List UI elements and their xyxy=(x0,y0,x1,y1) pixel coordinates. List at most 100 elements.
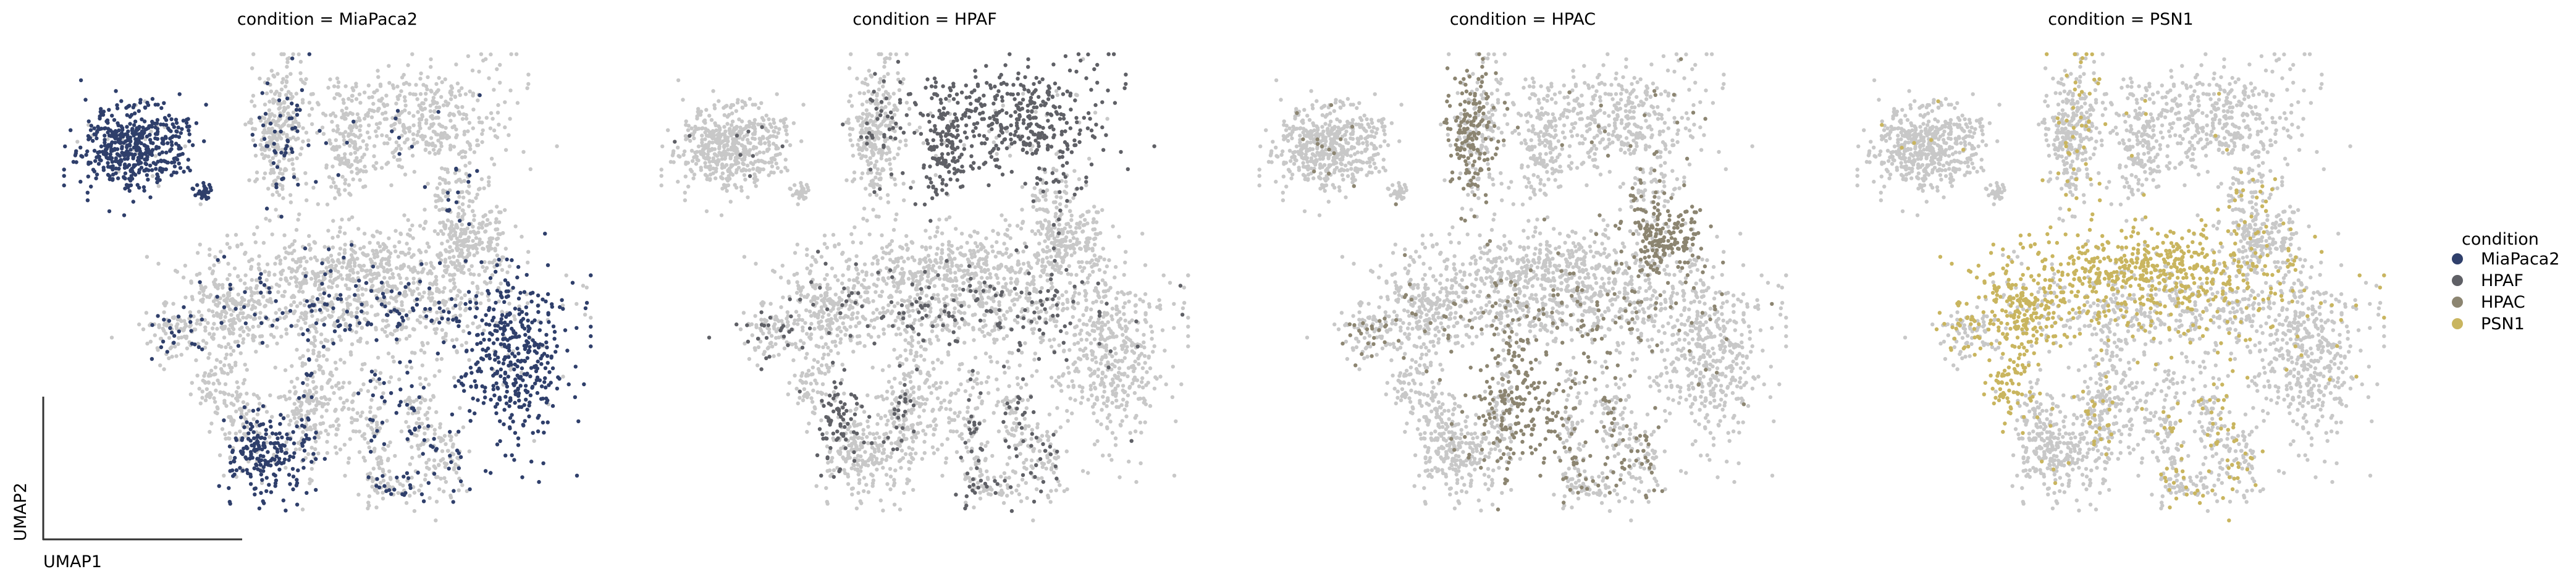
cell-point xyxy=(470,209,475,213)
cell-point xyxy=(250,443,254,448)
cell-point xyxy=(771,156,775,161)
cell-point xyxy=(228,307,232,311)
cell-point xyxy=(484,266,489,270)
cell-point xyxy=(457,205,461,210)
cell-point xyxy=(904,138,908,143)
cell-point xyxy=(98,114,102,119)
cell-point xyxy=(374,420,379,425)
cell-point xyxy=(107,108,111,112)
cell-point xyxy=(493,323,497,328)
cell-point xyxy=(406,424,411,429)
cell-point xyxy=(461,264,466,269)
cell-point xyxy=(390,129,394,133)
cell-point xyxy=(713,176,718,180)
cell-point xyxy=(266,77,271,82)
cell-point xyxy=(492,162,497,167)
cell-point xyxy=(505,257,509,262)
cell-point xyxy=(117,154,122,158)
cell-point xyxy=(358,145,363,150)
cell-point xyxy=(264,432,268,436)
cell-point xyxy=(356,271,360,275)
cell-point xyxy=(295,406,299,411)
cell-point xyxy=(103,126,107,130)
cell-point xyxy=(352,145,356,150)
cell-point xyxy=(222,308,227,313)
cell-point xyxy=(430,291,434,296)
cell-point xyxy=(734,185,739,190)
cell-point xyxy=(429,444,433,448)
cell-point xyxy=(300,418,304,422)
cell-point xyxy=(274,185,279,190)
cell-point xyxy=(158,363,162,368)
cell-point xyxy=(374,276,379,280)
cell-point xyxy=(292,116,297,120)
cell-point xyxy=(560,303,565,308)
cell-point xyxy=(110,114,114,118)
cell-point xyxy=(340,265,345,269)
cell-point xyxy=(154,176,159,181)
cell-point xyxy=(335,417,340,421)
cell-point xyxy=(174,129,179,133)
cell-point xyxy=(403,98,407,103)
cell-point xyxy=(230,301,235,305)
cell-point xyxy=(222,363,227,368)
cell-point xyxy=(369,304,374,308)
cell-point xyxy=(286,90,291,94)
cell-point xyxy=(402,95,407,99)
cell-point xyxy=(282,233,287,237)
cell-point xyxy=(347,381,351,385)
cell-point xyxy=(328,424,333,429)
cell-point xyxy=(511,382,516,386)
cell-point xyxy=(459,375,464,379)
cell-point xyxy=(258,436,263,441)
cell-point xyxy=(462,238,466,242)
cell-point xyxy=(767,117,771,122)
cell-point xyxy=(490,117,495,121)
cell-point xyxy=(196,342,200,346)
cell-point xyxy=(528,400,532,405)
cell-point xyxy=(272,445,277,450)
cell-point xyxy=(394,411,398,415)
cell-point xyxy=(222,399,227,403)
cell-point xyxy=(708,177,712,181)
cell-point xyxy=(407,129,412,133)
cell-point xyxy=(245,402,250,407)
cell-point xyxy=(268,121,273,126)
cell-point xyxy=(724,183,728,188)
cell-point xyxy=(350,86,355,90)
cell-point xyxy=(451,442,455,447)
cell-point xyxy=(510,413,514,417)
cell-point xyxy=(482,389,487,394)
cell-point xyxy=(461,195,466,200)
cell-point xyxy=(225,234,230,238)
cell-point xyxy=(275,318,280,322)
cell-point xyxy=(423,134,427,139)
cell-point xyxy=(379,249,383,253)
cell-point xyxy=(400,303,404,308)
cell-point xyxy=(728,131,732,135)
cell-point xyxy=(267,108,272,112)
cell-point xyxy=(387,488,392,492)
cell-point xyxy=(523,384,528,388)
cell-point xyxy=(384,324,388,329)
cell-point xyxy=(796,202,800,206)
cell-point xyxy=(374,122,379,127)
cell-point xyxy=(733,146,737,151)
cell-point xyxy=(441,188,445,193)
cell-point xyxy=(544,332,549,337)
cell-point xyxy=(448,245,452,249)
cell-point xyxy=(298,108,302,112)
cell-point xyxy=(763,141,767,145)
cell-point xyxy=(200,347,204,352)
cell-point xyxy=(261,465,266,470)
cell-point xyxy=(481,401,486,405)
cell-point xyxy=(419,492,424,497)
cell-point xyxy=(419,71,423,76)
cell-point xyxy=(106,161,110,165)
cell-point xyxy=(437,306,442,311)
cell-point xyxy=(457,466,461,470)
cell-point xyxy=(85,198,90,203)
cell-point xyxy=(747,148,752,152)
cell-point xyxy=(277,93,282,98)
cell-point xyxy=(347,407,351,411)
